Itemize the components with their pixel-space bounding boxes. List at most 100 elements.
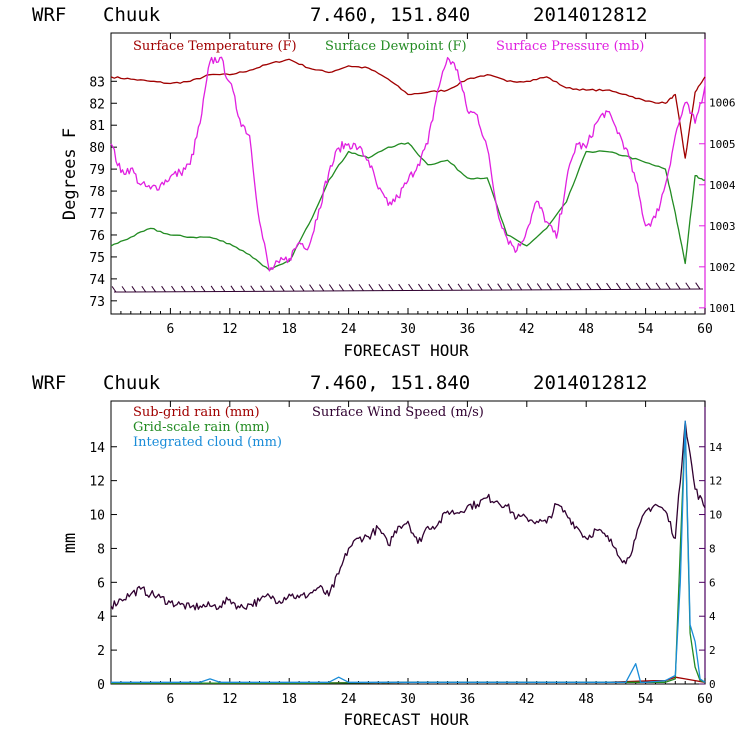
wind-barb	[328, 284, 335, 292]
y-tick-label: 12	[89, 475, 105, 490]
x-tick-label: 18	[281, 322, 297, 337]
wind-barb	[467, 283, 473, 291]
x-tick-label: 42	[519, 322, 535, 337]
wind-barb	[200, 285, 206, 292]
y2-tick-label: 1002	[709, 261, 736, 274]
y-tick-label: 0	[97, 678, 105, 693]
wind-barb	[546, 283, 552, 291]
wind-barb	[517, 283, 523, 291]
x-tick-label: 60	[697, 692, 713, 707]
wind-barb	[418, 283, 424, 291]
y-tick-label: 6	[97, 576, 105, 591]
wind-barb	[606, 282, 612, 290]
y-tick-label: 75	[89, 251, 105, 266]
wind-barb	[576, 282, 582, 290]
x-tick-label: 36	[460, 692, 476, 707]
bottom-x-axis-label: FORECAST HOUR	[343, 710, 469, 729]
top-header-init: 2014012812	[533, 4, 647, 26]
y-tick-label: 78	[89, 185, 105, 200]
x-tick-label: 12	[222, 692, 238, 707]
y-tick-label: 2	[97, 644, 105, 659]
wind-barb	[279, 285, 285, 292]
legend-temperature: Surface Temperature (F)	[133, 39, 297, 54]
wind-barb	[497, 283, 503, 291]
x-tick-label: 6	[166, 692, 174, 707]
legend-subgrid-rain: Sub-grid rain (mm)	[133, 405, 260, 420]
wind-barb	[645, 282, 651, 290]
bottom-header-station: Chuuk	[103, 372, 161, 394]
wind-barb	[171, 285, 176, 293]
wind-barb	[348, 284, 354, 292]
y2-tick-label: 1003	[709, 220, 736, 233]
y-tick-label: 10	[89, 509, 105, 524]
legend-pressure: Surface Pressure (mb)	[496, 39, 644, 54]
bottom-series	[110, 420, 706, 684]
series-line-surface-wind-speed	[110, 420, 706, 611]
wind-barb	[338, 284, 345, 292]
x-tick-label: 42	[519, 692, 535, 707]
wind-barb	[161, 285, 166, 293]
wind-barb	[556, 283, 562, 291]
x-tick-label: 48	[578, 692, 594, 707]
wind-barb	[457, 283, 463, 291]
wind-barb	[220, 285, 226, 292]
legend-wind-speed: Surface Wind Speed (m/s)	[312, 405, 484, 420]
bottom-x-ticks: 6 12 18 24 30 36 42 48 54 60	[120, 401, 713, 707]
wind-barb	[487, 283, 493, 291]
bottom-y-ticks: 0 2 4 6 8 10 12 14	[89, 441, 117, 693]
wind-barb	[131, 286, 137, 293]
bottom-header-coords: 7.460, 151.840	[310, 372, 470, 394]
wind-barb	[586, 282, 592, 290]
y-tick-label: 83	[89, 75, 105, 90]
x-tick-label: 54	[638, 692, 654, 707]
wind-barb	[250, 285, 255, 292]
x-tick-label: 24	[341, 692, 357, 707]
wind-barb	[625, 282, 632, 290]
top-plot-frame	[110, 32, 706, 315]
series-line-surface-pressure	[110, 56, 706, 272]
y2-tick-label: 4	[709, 610, 716, 623]
y2-tick-label: 14	[709, 441, 723, 454]
wind-barb	[675, 282, 681, 290]
y-tick-label: 81	[89, 119, 105, 134]
x-tick-label: 18	[281, 692, 297, 707]
top-header-coords: 7.460, 151.840	[310, 4, 470, 26]
legend-integrated-cloud: Integrated cloud (mm)	[133, 435, 282, 450]
wind-barb	[408, 283, 414, 291]
bottom-header-init: 2014012812	[533, 372, 647, 394]
y2-tick-label: 8	[709, 542, 716, 555]
wind-barb	[270, 285, 275, 292]
x-tick-label: 30	[400, 692, 416, 707]
y-tick-label: 77	[89, 207, 105, 222]
wind-barb	[398, 283, 404, 291]
wind-barb	[319, 284, 325, 292]
wind-barb-baseline	[113, 288, 704, 293]
x-tick-label: 36	[460, 322, 476, 337]
wind-barb	[437, 283, 444, 291]
top-y2-ticks: 1001 1002 1003 1004 1005 1006	[699, 97, 736, 315]
y-tick-label: 74	[89, 273, 105, 288]
wind-barb	[507, 283, 513, 291]
wind-barb	[190, 285, 196, 292]
wind-barb	[309, 284, 315, 292]
legend-dewpoint: Surface Dewpoint (F)	[325, 39, 467, 54]
x-tick-label: 30	[400, 322, 416, 337]
wind-barb	[210, 285, 216, 292]
wind-barb	[151, 285, 156, 293]
bottom-header-model: WRF	[32, 372, 66, 394]
y2-tick-label: 1006	[709, 97, 736, 110]
top-y-axis-label: Degrees F	[60, 128, 80, 220]
wind-barb	[230, 285, 236, 292]
wind-barb	[240, 285, 246, 292]
wind-barb	[695, 282, 701, 290]
wind-barb	[566, 283, 572, 291]
wind-barb	[526, 283, 533, 291]
y2-tick-label: 0	[709, 678, 716, 691]
y2-tick-label: 12	[709, 475, 722, 488]
y-tick-label: 82	[89, 97, 105, 112]
wind-barb	[685, 282, 691, 290]
y2-tick-label: 1005	[709, 138, 736, 151]
x-tick-label: 24	[341, 322, 357, 337]
wind-barb	[358, 284, 364, 292]
wind-barb	[477, 283, 483, 291]
